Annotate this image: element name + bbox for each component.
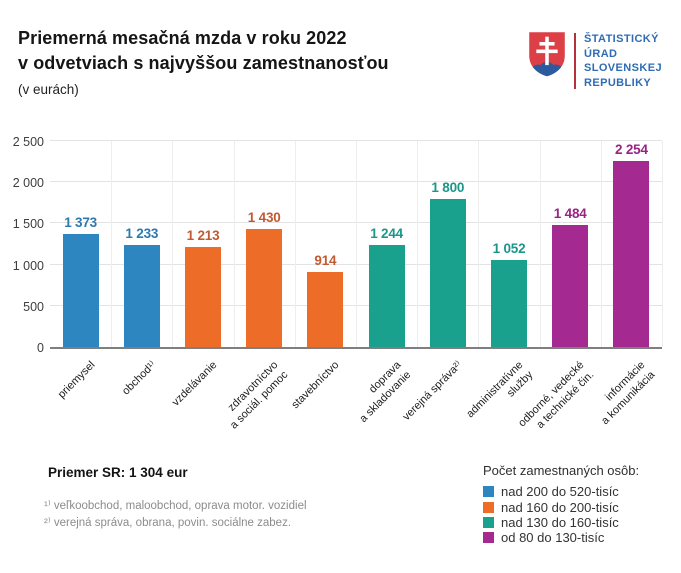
x-tick-label: obchod¹⁾ (37, 359, 160, 482)
x-axis: priemysel obchod¹⁾ vzdelávanie zdravotníctv… (50, 349, 662, 466)
bar-4 (246, 229, 283, 347)
bar-1 (62, 233, 99, 347)
bar-value-label: 914 (314, 252, 337, 268)
v-gridline (172, 141, 174, 347)
h-gridline (50, 140, 662, 141)
plot-area: 1 373 1 233 1 213 1 430 914 1 244 1 800 1 052 1 … (50, 140, 663, 349)
v-gridline (356, 141, 357, 347)
page-title-line1: Priemerná mesačná mzda v roku 2022 (18, 28, 347, 48)
bar-3 (185, 247, 221, 347)
bar-value-label: 1 430 (247, 210, 281, 226)
page-title: Priemerná mesačná mzda v roku 2022 v odv… (18, 26, 389, 75)
legend-swatch-icon (483, 501, 494, 513)
v-gridline (111, 141, 113, 347)
bar-10 (613, 161, 650, 347)
y-tick-label: 2 500 (12, 135, 44, 149)
bar-2 (123, 245, 160, 347)
logo-text-line3: SLOVENSKEJ (584, 62, 662, 74)
legend-item-label: nad 200 do 520-tisíc (501, 484, 619, 500)
bar-5 (307, 271, 344, 347)
logo-text-line2: ÚRAD (584, 47, 618, 60)
footnote: ²⁾ verejná správa, obrana, povin. sociál… (44, 517, 292, 529)
bar-value-label: 1 213 (186, 228, 220, 244)
bar-9 (552, 224, 589, 347)
v-gridline (600, 141, 602, 347)
national-average-label: Priemer SR: 1 304 eur (48, 465, 188, 480)
y-tick-label: 0 (37, 341, 44, 355)
legend-item-label: nad 130 do 160-tisíc (501, 514, 619, 530)
v-gridline (539, 141, 541, 347)
bar-6 (368, 244, 405, 347)
legend-item: nad 200 do 520-tisíc (483, 484, 639, 499)
footnote: ¹⁾ veľkoobchod, maloobchod, oprava motor… (44, 500, 307, 512)
bar-7 (429, 198, 466, 347)
bar-value-label: 1 800 (431, 179, 465, 195)
legend-swatch-icon (483, 486, 494, 498)
legend-items: nad 200 do 520-tisíc nad 160 do 200-tisíc… (483, 484, 639, 546)
v-gridline (294, 141, 296, 347)
y-tick-label: 500 (23, 299, 44, 314)
bar-chart: 0 500 1 000 1 500 2 000 2 500 1 373 1 233 1 213… (0, 135, 681, 466)
y-tick-label: 1 500 (12, 217, 44, 232)
logo-text-line4: REPUBLIKY (584, 76, 652, 89)
v-gridline (233, 141, 235, 347)
logo-text: ŠTATISTICKÝ ÚRAD SLOVENSKEJ REPUBLIKY (584, 32, 662, 90)
legend-swatch-icon (483, 516, 494, 528)
legend-item: nad 130 do 160-tisíc (483, 515, 639, 530)
logo-divider (574, 33, 576, 89)
legend-swatch-icon (483, 532, 494, 544)
x-tick-label-line: obchod¹⁾ (119, 359, 159, 398)
legend-item: od 80 do 130-tisíc (483, 530, 639, 545)
page-subtitle: (v eurách) (18, 82, 79, 97)
statistical-office-logo: ŠTATISTICKÝ ÚRAD SLOVENSKEJ REPUBLIKY (527, 28, 667, 96)
v-gridline (417, 141, 419, 347)
legend-item-label: nad 160 do 200-tisíc (501, 499, 619, 515)
bar-value-label: 2 254 (614, 142, 648, 158)
y-axis: 0 500 1 000 1 500 2 000 2 500 (0, 135, 44, 355)
slovak-coat-of-arms-icon (529, 32, 565, 77)
bar-value-label: 1 373 (64, 214, 97, 230)
x-tick-label-line: zdravotníctvo (225, 359, 281, 414)
legend-item: nad 160 do 200-tisíc (483, 499, 639, 515)
bar-value-label: 1 233 (125, 226, 159, 242)
legend-item-label: od 80 do 130-tisíc (501, 530, 605, 546)
legend: Počet zamestnaných osôb: nad 200 do 520-… (483, 463, 639, 546)
v-gridline (662, 141, 663, 347)
page-title-line2: v odvetviach s najvyššou zamestnanosťou (18, 52, 389, 73)
legend-title: Počet zamestnaných osôb: (483, 463, 640, 478)
y-tick-label: 1 000 (12, 258, 44, 273)
y-tick-label: 2 000 (12, 176, 44, 191)
bar-value-label: 1 484 (553, 205, 587, 221)
logo-text-line1: ŠTATISTICKÝ (584, 33, 659, 45)
bar-value-label: 1 244 (370, 225, 403, 241)
v-gridline (478, 141, 480, 347)
bar-value-label: 1 052 (492, 241, 526, 257)
bar-8 (491, 260, 527, 347)
x-tick-label-line: doprava (366, 359, 404, 396)
footnotes: ¹⁾ veľkoobchod, maloobchod, oprava motor… (44, 498, 307, 532)
